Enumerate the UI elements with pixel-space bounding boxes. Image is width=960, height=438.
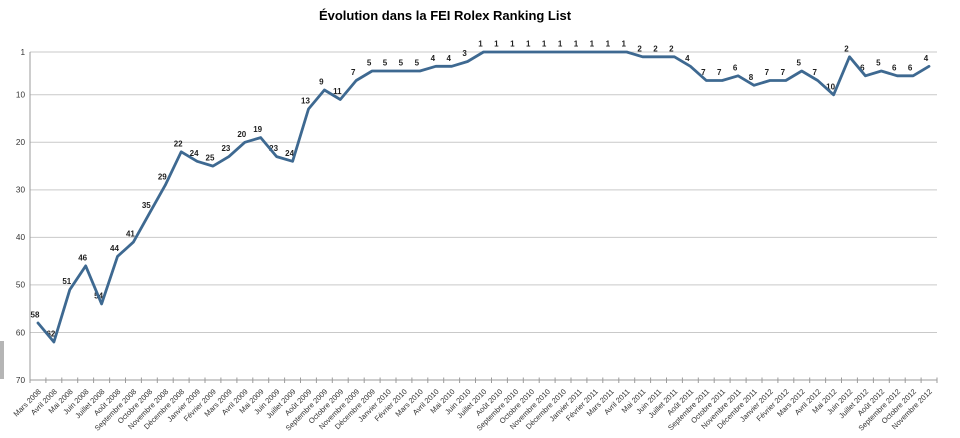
data-point-label: 41 [126,230,135,239]
data-point-label: 24 [190,149,199,158]
y-axis-tick-label: 60 [16,328,26,337]
data-point-label: 7 [781,68,786,77]
y-axis-tick-label: 70 [16,376,26,385]
data-point-label: 29 [158,173,167,182]
y-axis-tick-label: 1 [20,48,25,57]
left-edge-artifact [0,341,4,379]
data-point-label: 23 [221,144,230,153]
data-point-label: 6 [908,63,913,72]
y-axis-tick-label: 10 [16,91,26,100]
data-point-label: 1 [494,40,499,49]
data-point-label: 4 [924,54,929,63]
data-point-label: 9 [319,78,324,87]
data-point-label: 46 [78,253,87,262]
data-point-label: 1 [510,40,515,49]
data-point-label: 1 [478,40,483,49]
data-point-label: 1 [526,40,531,49]
data-point-label: 25 [206,154,215,163]
data-point-label: 1 [606,40,611,49]
data-point-label: 5 [876,59,881,68]
data-point-label: 19 [253,125,262,134]
data-point-label: 2 [844,44,849,53]
data-point-label: 24 [285,149,294,158]
data-point-label: 6 [892,63,897,72]
data-point-label: 7 [701,68,706,77]
data-point-label: 3 [462,49,467,58]
data-point-label: 20 [237,130,246,139]
data-point-label: 1 [621,40,626,49]
data-point-label: 58 [31,311,40,320]
data-point-label: 51 [62,277,71,286]
data-point-label: 4 [431,54,436,63]
y-axis-tick-label: 40 [16,233,26,242]
data-point-label: 5 [367,59,372,68]
data-point-label: 11 [333,87,342,96]
data-point-label: 1 [542,40,547,49]
data-point-label: 1 [590,40,595,49]
data-point-label: 5 [383,59,388,68]
data-point-label: 1 [558,40,563,49]
data-point-label: 6 [860,63,865,72]
data-point-label: 7 [812,68,817,77]
data-point-label: 2 [653,44,658,53]
data-point-label: 62 [46,330,55,339]
data-point-label: 8 [749,73,754,82]
data-point-label: 13 [301,97,310,106]
data-point-label: 23 [269,144,278,153]
y-axis-tick-label: 50 [16,281,26,290]
data-point-label: 5 [415,59,420,68]
data-point-label: 5 [399,59,404,68]
data-point-label: 5 [796,59,801,68]
data-point-label: 7 [765,68,770,77]
data-point-label: 2 [637,44,642,53]
data-point-label: 4 [446,54,451,63]
data-point-label: 44 [110,244,119,253]
y-axis-tick-label: 20 [16,138,26,147]
data-point-label: 7 [717,68,722,77]
data-point-label: 2 [669,44,674,53]
data-point-label: 1 [574,40,579,49]
data-point-label: 6 [733,63,738,72]
chart-title: Évolution dans la FEI Rolex Ranking List [318,8,572,23]
data-point-label: 22 [174,139,183,148]
data-point-label: 4 [685,54,690,63]
series-line [36,50,931,344]
data-point-label: 35 [142,201,151,210]
data-point-label: 10 [826,82,835,91]
y-axis-tick-label: 30 [16,186,26,195]
data-point-label: 7 [351,68,356,77]
